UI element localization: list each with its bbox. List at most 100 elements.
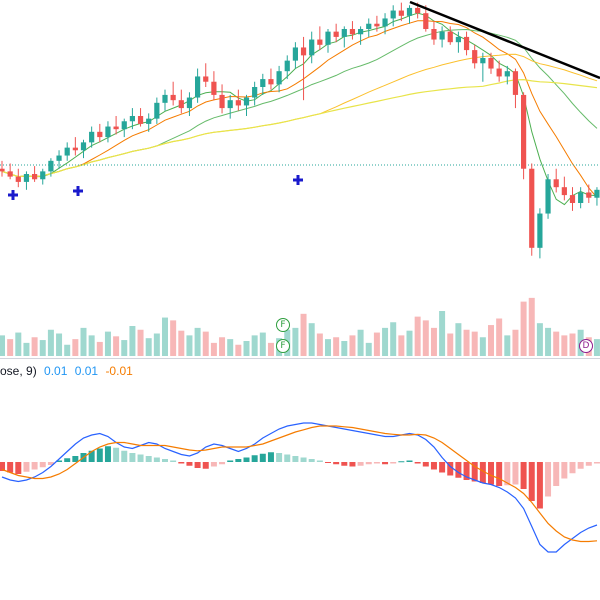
macd-histogram-bar: [504, 462, 511, 486]
candle-body: [569, 195, 576, 203]
volume-bar: [300, 313, 307, 356]
candle: [186, 92, 193, 116]
volume-bar: [561, 335, 568, 356]
volume-bar: [162, 317, 168, 356]
volume-bar: [553, 331, 560, 356]
macd-legend: ose, 9) 0.01 0.01 -0.01: [0, 364, 137, 378]
volume-bar: [227, 339, 234, 356]
volume-bar: [479, 337, 486, 356]
candle: [15, 168, 21, 188]
candle-body: [398, 10, 404, 16]
macd-histogram-bar: [39, 462, 46, 468]
macd-histogram-bar: [194, 462, 201, 468]
candle: [137, 108, 144, 127]
candle-body: [154, 102, 160, 119]
macd-histogram-bar: [300, 457, 307, 462]
volume-bar: [47, 329, 54, 356]
plus-marker: [8, 190, 18, 200]
earnings-F-badge-2[interactable]: F: [276, 339, 290, 353]
candle-body: [358, 29, 364, 35]
macd-histogram-bar: [316, 460, 323, 462]
candle: [121, 118, 127, 138]
volume-bar: [463, 329, 470, 356]
signal-line: [1, 425, 598, 543]
volume-bar: [365, 342, 372, 356]
candle: [146, 113, 152, 132]
candle: [488, 52, 494, 74]
candle-body: [374, 23, 380, 27]
candle: [439, 26, 445, 48]
volume-bar: [455, 323, 462, 356]
candle-body: [64, 147, 70, 156]
candle-body: [211, 81, 217, 95]
candle-body: [333, 31, 339, 37]
candle-body: [545, 179, 551, 214]
macd-histogram-bar: [308, 459, 315, 462]
macd-histogram-bar: [390, 462, 397, 464]
volume-bar: [545, 327, 552, 356]
candle-body: [186, 97, 193, 109]
candle-body: [105, 126, 111, 138]
candle-body: [32, 174, 38, 180]
dividend-D-badge[interactable]: D: [579, 339, 593, 353]
volume-bar: [178, 330, 185, 356]
candle: [382, 13, 388, 35]
candle: [447, 26, 453, 45]
candle: [72, 137, 78, 156]
candle-body: [496, 68, 502, 77]
macd-histogram-bar: [64, 458, 71, 462]
candle-body: [472, 50, 478, 64]
macd-histogram-bar: [561, 462, 568, 479]
macd-histogram-bar: [284, 454, 291, 462]
macd-histogram-bar: [72, 456, 79, 462]
macd-histogram-bar: [414, 462, 421, 464]
candle-body: [366, 23, 372, 29]
macd-histogram-bar: [439, 462, 446, 473]
candle-body: [170, 94, 176, 101]
candle-body: [178, 100, 184, 109]
candle: [406, 5, 413, 24]
candle: [349, 21, 356, 40]
candle: [276, 65, 282, 93]
candle: [390, 5, 396, 27]
volume-bar: [243, 341, 250, 356]
macd-histogram-bar: [447, 462, 454, 476]
volume-bar: [267, 342, 274, 356]
macd-histogram-bar: [186, 462, 193, 466]
macd-histogram-bar: [585, 462, 592, 466]
macd-legend-hist-value: -0.01: [105, 364, 133, 378]
candle-body: [512, 71, 519, 95]
macd-histogram-bar: [170, 460, 177, 462]
candle: [431, 21, 437, 45]
candle: [32, 166, 38, 182]
candle: [578, 187, 584, 209]
macd-histogram-bar: [23, 462, 30, 472]
volume-bar: [325, 339, 331, 356]
candle-body: [341, 29, 347, 37]
pane-separator[interactable]: [0, 358, 600, 359]
candle-body: [56, 155, 62, 161]
candle-body: [300, 47, 307, 56]
trendline: [409, 0, 600, 80]
candle-body: [113, 126, 119, 130]
candle-body: [415, 7, 421, 14]
volume-bar: [251, 335, 258, 356]
candle: [300, 36, 307, 101]
volume-bar: [292, 327, 299, 356]
candle-body: [276, 71, 282, 85]
macd-histogram-bar: [219, 462, 226, 465]
candle-body: [561, 187, 567, 196]
macd-histogram-bar: [7, 462, 14, 473]
volume-bar: [520, 301, 527, 356]
candle: [423, 5, 429, 32]
candle-body: [463, 36, 470, 51]
macd-histogram-bar: [276, 453, 283, 462]
candle: [219, 84, 225, 114]
macd-histogram-bar: [577, 462, 584, 469]
earnings-F-badge-1[interactable]: F: [276, 318, 290, 332]
volume-bar: [219, 337, 226, 356]
ma-60-line: [1, 78, 598, 178]
candle-body: [439, 31, 445, 40]
volume-bar: [406, 330, 413, 356]
